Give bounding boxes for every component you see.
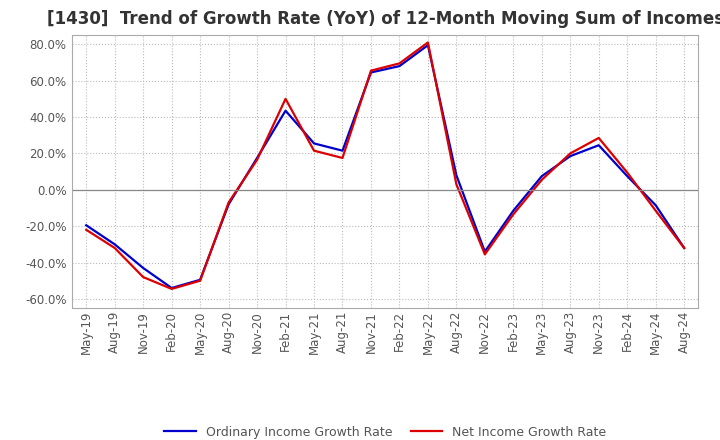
Net Income Growth Rate <box>253 157 261 162</box>
Net Income Growth Rate <box>480 252 489 257</box>
Ordinary Income Growth Rate <box>680 246 688 251</box>
Ordinary Income Growth Rate <box>225 202 233 207</box>
Ordinary Income Growth Rate <box>452 172 461 178</box>
Ordinary Income Growth Rate <box>423 43 432 48</box>
Ordinary Income Growth Rate <box>595 143 603 148</box>
Net Income Growth Rate <box>225 200 233 205</box>
Net Income Growth Rate <box>82 227 91 232</box>
Net Income Growth Rate <box>566 151 575 156</box>
Net Income Growth Rate <box>452 182 461 187</box>
Net Income Growth Rate <box>395 61 404 66</box>
Ordinary Income Growth Rate <box>366 70 375 75</box>
Line: Net Income Growth Rate: Net Income Growth Rate <box>86 43 684 289</box>
Ordinary Income Growth Rate <box>282 108 290 114</box>
Net Income Growth Rate <box>423 40 432 45</box>
Ordinary Income Growth Rate <box>139 265 148 271</box>
Net Income Growth Rate <box>196 278 204 283</box>
Net Income Growth Rate <box>509 212 518 217</box>
Ordinary Income Growth Rate <box>338 148 347 153</box>
Net Income Growth Rate <box>623 170 631 175</box>
Net Income Growth Rate <box>139 275 148 280</box>
Net Income Growth Rate <box>310 148 318 153</box>
Ordinary Income Growth Rate <box>652 202 660 208</box>
Ordinary Income Growth Rate <box>196 277 204 282</box>
Net Income Growth Rate <box>167 286 176 292</box>
Ordinary Income Growth Rate <box>310 141 318 146</box>
Net Income Growth Rate <box>282 96 290 102</box>
Net Income Growth Rate <box>537 177 546 183</box>
Ordinary Income Growth Rate <box>253 155 261 161</box>
Ordinary Income Growth Rate <box>110 242 119 247</box>
Ordinary Income Growth Rate <box>480 249 489 254</box>
Ordinary Income Growth Rate <box>537 173 546 179</box>
Net Income Growth Rate <box>110 246 119 251</box>
Ordinary Income Growth Rate <box>623 173 631 179</box>
Line: Ordinary Income Growth Rate: Ordinary Income Growth Rate <box>86 45 684 288</box>
Net Income Growth Rate <box>595 136 603 141</box>
Ordinary Income Growth Rate <box>395 63 404 69</box>
Ordinary Income Growth Rate <box>167 286 176 291</box>
Title: [1430]  Trend of Growth Rate (YoY) of 12-Month Moving Sum of Incomes: [1430] Trend of Growth Rate (YoY) of 12-… <box>47 10 720 28</box>
Net Income Growth Rate <box>338 155 347 161</box>
Ordinary Income Growth Rate <box>82 223 91 228</box>
Ordinary Income Growth Rate <box>509 208 518 213</box>
Ordinary Income Growth Rate <box>566 154 575 159</box>
Legend: Ordinary Income Growth Rate, Net Income Growth Rate: Ordinary Income Growth Rate, Net Income … <box>159 421 611 440</box>
Net Income Growth Rate <box>366 68 375 73</box>
Net Income Growth Rate <box>652 208 660 213</box>
Net Income Growth Rate <box>680 246 688 251</box>
